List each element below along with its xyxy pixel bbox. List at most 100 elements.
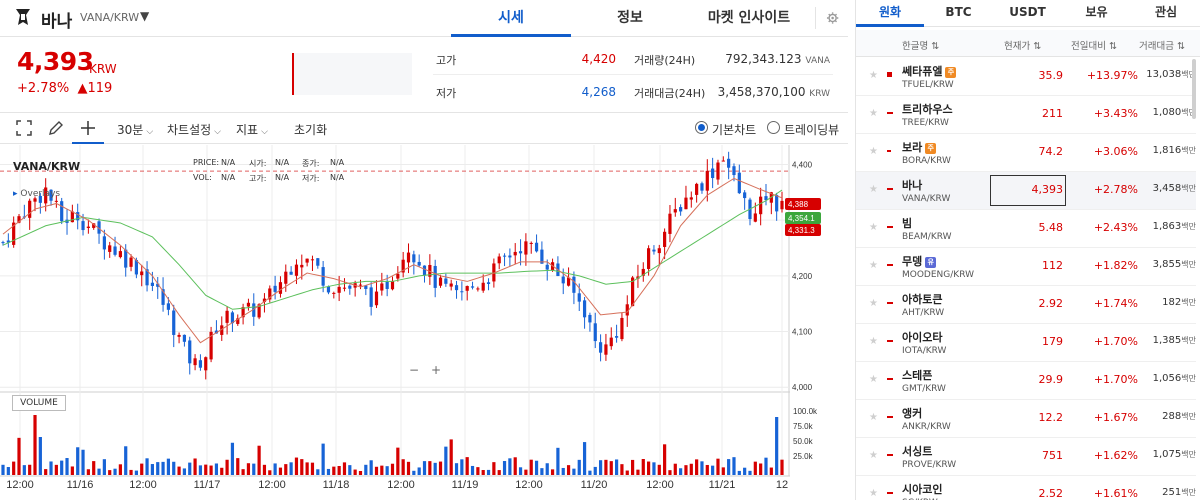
interval-select[interactable]: 30분 ⌵ (117, 121, 153, 138)
star-icon[interactable]: ★ (869, 488, 878, 499)
volume-bar (193, 458, 197, 475)
fullscreen-icon[interactable] (15, 119, 33, 137)
candle-body (6, 240, 10, 243)
tab-favorites[interactable]: 관심 (1154, 5, 1178, 19)
tab-krw[interactable]: 원화 (856, 0, 924, 27)
candle-body (364, 285, 368, 289)
candle-body (470, 286, 475, 288)
candle-body (332, 292, 336, 294)
volume-bar (780, 459, 784, 475)
star-icon[interactable]: ★ (869, 450, 878, 461)
indicators-select[interactable]: 지표 ⌵ (236, 121, 268, 138)
table-row[interactable]: ★ 바나 VANA/KRW 4,393 +2.78% 3,458백만 (856, 172, 1196, 210)
basic-chart-label[interactable]: 기본차트 (712, 123, 757, 137)
current-price-cell: 112 (1042, 259, 1063, 272)
price-chart[interactable]: 12:00 11/16 12:00 11/17 12:00 11/18 12:00 11/19… (0, 145, 848, 500)
y-tick-label: 4,200 (792, 272, 813, 281)
volume-bar (70, 466, 74, 475)
high-label: 고가 (436, 54, 457, 67)
tab-market-insight[interactable]: 마켓 인사이트 (707, 10, 791, 26)
crosshair-icon (81, 121, 95, 135)
volume-bar (721, 467, 725, 475)
candle-body (444, 278, 448, 284)
star-icon[interactable]: ★ (869, 222, 878, 233)
star-icon[interactable]: ★ (869, 108, 878, 119)
price-tag-label: 4,388 (788, 200, 809, 209)
candle-body (166, 303, 171, 310)
volume-bar (278, 467, 283, 475)
column-volume[interactable]: 거래대금 ⇅ (1139, 41, 1185, 52)
zoom-out-button[interactable]: − (404, 363, 424, 379)
tab-btc[interactable]: BTC (945, 5, 972, 19)
star-icon[interactable]: ★ (869, 298, 878, 309)
volume-bar (663, 444, 667, 475)
table-row[interactable]: ★ 앵커 ANKR/KRW 12.2 +1.67% 288백만 (856, 400, 1196, 438)
star-icon[interactable]: ★ (869, 70, 878, 81)
trend-marker-icon (887, 264, 893, 266)
coin-select-chevron-down-icon[interactable]: ▼ (140, 9, 150, 23)
pencil-icon[interactable] (47, 119, 65, 137)
table-row[interactable]: ★ 아하토큰 AHT/KRW 2.92 +1.74% 182백만 (856, 286, 1196, 324)
table-row[interactable]: ★ 쎄타퓨엘 주 TFUEL/KRW 35.9 +13.97% 13,038백만 (856, 58, 1196, 96)
x-tick-label: 12:00 (258, 479, 286, 491)
candle-body (97, 221, 101, 234)
table-row[interactable]: ★ 보라 주 BORA/KRW 74.2 +3.06% 1,816백만 (856, 134, 1196, 172)
y-tick-label: 4,100 (792, 328, 813, 337)
chart-pair-label: VANA/KRW (13, 160, 81, 173)
volume-bar (684, 465, 688, 475)
reset-button[interactable]: 초기화 (294, 123, 328, 137)
tab-market-price[interactable]: 시세 (451, 0, 571, 37)
table-row[interactable]: ★ 스테픈 GMT/KRW 29.9 +1.70% 1,056백만 (856, 362, 1196, 400)
volume-bar (118, 464, 122, 475)
star-icon[interactable]: ★ (869, 336, 878, 347)
candle-body (209, 331, 213, 360)
volume-bar (769, 467, 773, 475)
volume-value: 1,816 (1152, 145, 1182, 156)
table-row[interactable]: ★ 무뎅 유 MOODENG/KRW 112 +1.82% 3,855백만 (856, 248, 1196, 286)
coin-pair-cell: TFUEL/KRW (902, 80, 954, 90)
price-change: +2.78% ▲119 (17, 81, 112, 96)
volume-bar (476, 467, 480, 475)
star-icon[interactable]: ★ (869, 184, 878, 195)
table-row[interactable]: ★ 서싱트 PROVE/KRW 751 +1.62% 1,075백만 (856, 438, 1196, 476)
zoom-in-button[interactable]: + (426, 363, 446, 379)
volume-bar (65, 458, 69, 475)
candle-body (486, 282, 491, 284)
tradingview-label[interactable]: 트레이딩뷰 (784, 123, 840, 137)
volume-bar (289, 462, 293, 475)
star-icon[interactable]: ★ (869, 146, 878, 157)
volume-bar (641, 459, 645, 475)
star-icon[interactable]: ★ (869, 374, 878, 385)
coin-name-text: 트리하우스 (902, 103, 953, 116)
column-price[interactable]: 현재가 ⇅ (1004, 41, 1042, 52)
chart-canvas[interactable]: 12:00 11/16 12:00 11/17 12:00 11/18 12:00 11/19… (0, 145, 848, 500)
tradingview-radio[interactable] (767, 121, 780, 134)
candle-body (358, 284, 363, 286)
tab-info[interactable]: 정보 (617, 10, 643, 26)
overlays-toggle[interactable]: ▸ Overlays (13, 189, 60, 199)
candle-body (481, 282, 485, 291)
star-icon[interactable]: ★ (869, 260, 878, 271)
volume-bar (12, 461, 16, 475)
tab-usdt[interactable]: USDT (1009, 5, 1046, 19)
basic-chart-radio[interactable] (695, 121, 708, 134)
volume-bar (679, 468, 683, 475)
volume-bar (550, 469, 555, 475)
tab-holdings[interactable]: 보유 (1085, 5, 1108, 19)
star-icon[interactable]: ★ (869, 412, 878, 423)
crosshair-tool[interactable] (72, 113, 104, 144)
table-row[interactable]: ★ 빔 BEAM/KRW 5.48 +2.43% 1,863백만 (856, 210, 1196, 248)
gear-icon[interactable] (815, 7, 839, 29)
table-row[interactable]: ★ 트리하우스 TREE/KRW 211 +3.43% 1,080백만 (856, 96, 1196, 134)
chart-settings-select[interactable]: 차트설정 ⌵ (167, 121, 221, 138)
candle-body (631, 277, 635, 307)
volume-bar (775, 417, 779, 475)
table-row[interactable]: ★ 아이오타 IOTA/KRW 179 +1.70% 1,385백만 (856, 324, 1196, 362)
column-change[interactable]: 전일대비 ⇅ (1071, 41, 1117, 52)
volume-bar (636, 469, 640, 475)
volume-24h-label: 거래량(24H) (634, 54, 696, 67)
column-name[interactable]: 한글명 ⇅ (902, 41, 940, 52)
table-row[interactable]: ★ 시아코인 SC/KRW 2.52 +1.61% 251백만 (856, 476, 1196, 500)
scrollbar[interactable] (1192, 59, 1196, 119)
volume-bar (743, 467, 747, 475)
